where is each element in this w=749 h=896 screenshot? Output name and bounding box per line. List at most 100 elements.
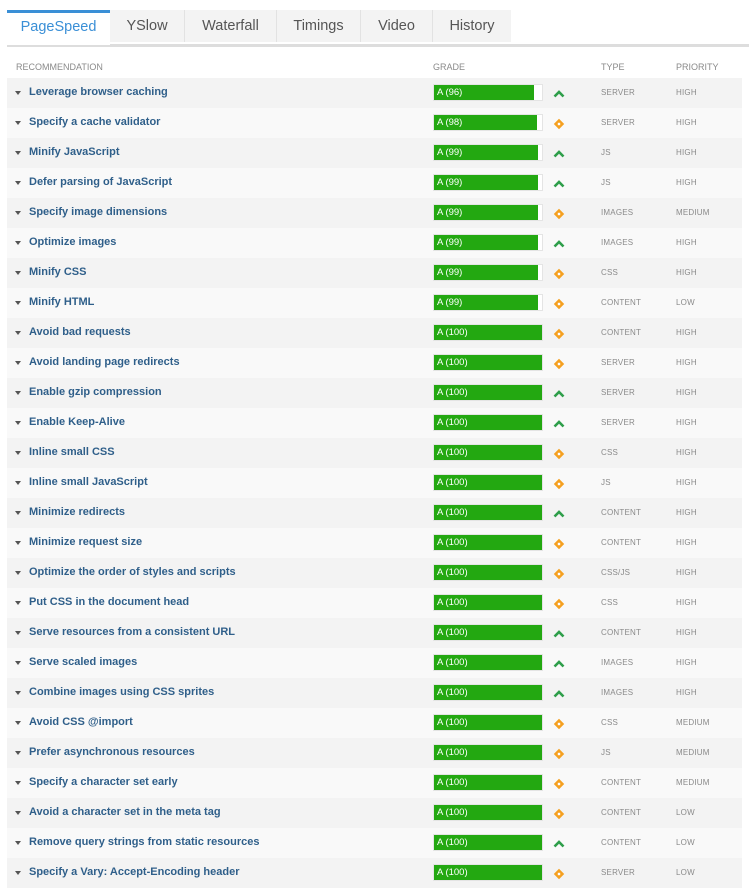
expand-caret-icon[interactable] [15,211,21,215]
recommendation-row[interactable]: Minify JavaScript A (99) JS HIGH [7,138,742,168]
expand-caret-icon[interactable] [15,781,21,785]
recommendation-name[interactable]: Specify a Vary: Accept-Encoding header [29,866,240,878]
expand-caret-icon[interactable] [15,661,21,665]
recommendation-row[interactable]: Inline small CSS A (100) CSS HIGH [7,438,742,468]
expand-caret-icon[interactable] [15,391,21,395]
recommendation-row[interactable]: Specify a character set early A (100) CO… [7,768,742,798]
expand-caret-icon[interactable] [15,181,21,185]
recommendation-name[interactable]: Avoid bad requests [29,326,131,338]
expand-caret-icon[interactable] [15,841,21,845]
recommendation-name[interactable]: Minify CSS [29,266,87,278]
expand-caret-icon[interactable] [15,481,21,485]
grade-bar: A (99) [433,294,543,311]
expand-caret-icon[interactable] [15,871,21,875]
recommendation-name[interactable]: Specify a cache validator [29,116,161,128]
grade-bar-fill [434,475,542,490]
expand-caret-icon[interactable] [15,601,21,605]
expand-caret-icon[interactable] [15,691,21,695]
recommendation-row[interactable]: Minimize request size A (100) CONTENT HI… [7,528,742,558]
expand-caret-icon[interactable] [15,451,21,455]
recommendation-name[interactable]: Leverage browser caching [29,86,168,98]
recommendation-row[interactable]: Specify image dimensions A (99) IMAGES M… [7,198,742,228]
recommendation-row[interactable]: Inline small JavaScript A (100) JS HIGH [7,468,742,498]
recommendation-name[interactable]: Prefer asynchronous resources [29,746,195,758]
grade-bar: A (99) [433,234,543,251]
recommendation-name[interactable]: Specify a character set early [29,776,178,788]
recommendation-row[interactable]: Optimize images A (99) IMAGES HIGH [7,228,742,258]
expand-caret-icon[interactable] [15,241,21,245]
recommendation-row[interactable]: Avoid landing page redirects A (100) SER… [7,348,742,378]
expand-caret-icon[interactable] [15,721,21,725]
tab-waterfall[interactable]: Waterfall [184,10,276,42]
recommendation-row[interactable]: Serve resources from a consistent URL A … [7,618,742,648]
expand-caret-icon[interactable] [15,631,21,635]
recommendation-row[interactable]: Put CSS in the document head A (100) CSS… [7,588,742,618]
recommendation-name[interactable]: Serve scaled images [29,656,138,668]
trend-up-chevron-icon [553,687,565,699]
grade-bar-fill [434,715,542,730]
recommendation-name[interactable]: Specify image dimensions [29,206,168,218]
recommendation-name[interactable]: Defer parsing of JavaScript [29,176,173,188]
recommendation-row[interactable]: Combine images using CSS sprites A (100)… [7,678,742,708]
grade-label: A (100) [437,417,468,428]
tab-history[interactable]: History [432,10,511,42]
recommendation-row[interactable]: Minify CSS A (99) CSS HIGH [7,258,742,288]
recommendation-row[interactable]: Defer parsing of JavaScript A (99) JS HI… [7,168,742,198]
recommendation-name[interactable]: Enable Keep-Alive [29,416,125,428]
recommendation-name[interactable]: Inline small JavaScript [29,476,148,488]
recommendation-name[interactable]: Minimize request size [29,536,143,548]
tab-pagespeed[interactable]: PageSpeed [7,10,110,45]
expand-caret-icon[interactable] [15,361,21,365]
recommendation-row[interactable]: Prefer asynchronous resources A (100) JS… [7,738,742,768]
recommendation-name[interactable]: Remove query strings from static resourc… [29,836,260,848]
recommendation-name[interactable]: Avoid a character set in the meta tag [29,806,221,818]
tab-timings[interactable]: Timings [276,10,360,42]
expand-caret-icon[interactable] [15,151,21,155]
recommendation-row[interactable]: Optimize the order of styles and scripts… [7,558,742,588]
expand-caret-icon[interactable] [15,511,21,515]
recommendation-row[interactable]: Enable gzip compression A (100) SERVER H… [7,378,742,408]
recommendation-name[interactable]: Put CSS in the document head [29,596,190,608]
expand-caret-icon[interactable] [15,271,21,275]
recommendation-row[interactable]: Minify HTML A (99) CONTENT LOW [7,288,742,318]
recommendation-row[interactable]: Enable Keep-Alive A (100) SERVER HIGH [7,408,742,438]
recommendation-name[interactable]: Optimize images [29,236,117,248]
expand-caret-icon[interactable] [15,301,21,305]
expand-caret-icon[interactable] [15,331,21,335]
grade-bar-fill [434,775,542,790]
recommendation-row[interactable]: Specify a Vary: Accept-Encoding header A… [7,858,742,888]
expand-caret-icon[interactable] [15,541,21,545]
expand-caret-icon[interactable] [15,91,21,95]
recommendation-type: SERVER [601,418,635,427]
recommendation-row[interactable]: Avoid a character set in the meta tag A … [7,798,742,828]
expand-caret-icon[interactable] [15,811,21,815]
trend-up-chevron-icon [553,87,565,99]
recommendation-name[interactable]: Serve resources from a consistent URL [29,626,236,638]
recommendation-type: CONTENT [601,808,642,817]
recommendation-name[interactable]: Inline small CSS [29,446,115,458]
expand-caret-icon[interactable] [15,751,21,755]
tab-yslow[interactable]: YSlow [110,10,184,42]
expand-caret-icon[interactable] [15,421,21,425]
recommendation-name[interactable]: Combine images using CSS sprites [29,686,215,698]
recommendation-name[interactable]: Avoid landing page redirects [29,356,180,368]
grade-bar: A (100) [433,444,543,461]
recommendation-name[interactable]: Minify HTML [29,296,95,308]
recommendation-row[interactable]: Leverage browser caching A (96) SERVER H… [7,78,742,108]
recommendation-row[interactable]: Minimize redirects A (100) CONTENT HIGH [7,498,742,528]
expand-caret-icon[interactable] [15,121,21,125]
recommendation-row[interactable]: Avoid CSS @import A (100) CSS MEDIUM [7,708,742,738]
recommendation-name[interactable]: Enable gzip compression [29,386,162,398]
grade-bar: A (96) [433,84,543,101]
grade-bar-fill [434,625,542,640]
recommendation-name[interactable]: Minimize redirects [29,506,125,518]
recommendation-name[interactable]: Avoid CSS @import [29,716,133,728]
tab-video[interactable]: Video [360,10,432,42]
recommendation-row[interactable]: Remove query strings from static resourc… [7,828,742,858]
recommendation-name[interactable]: Minify JavaScript [29,146,120,158]
recommendation-name[interactable]: Optimize the order of styles and scripts [29,566,236,578]
recommendation-row[interactable]: Avoid bad requests A (100) CONTENT HIGH [7,318,742,348]
recommendation-row[interactable]: Serve scaled images A (100) IMAGES HIGH [7,648,742,678]
expand-caret-icon[interactable] [15,571,21,575]
recommendation-row[interactable]: Specify a cache validator A (98) SERVER … [7,108,742,138]
